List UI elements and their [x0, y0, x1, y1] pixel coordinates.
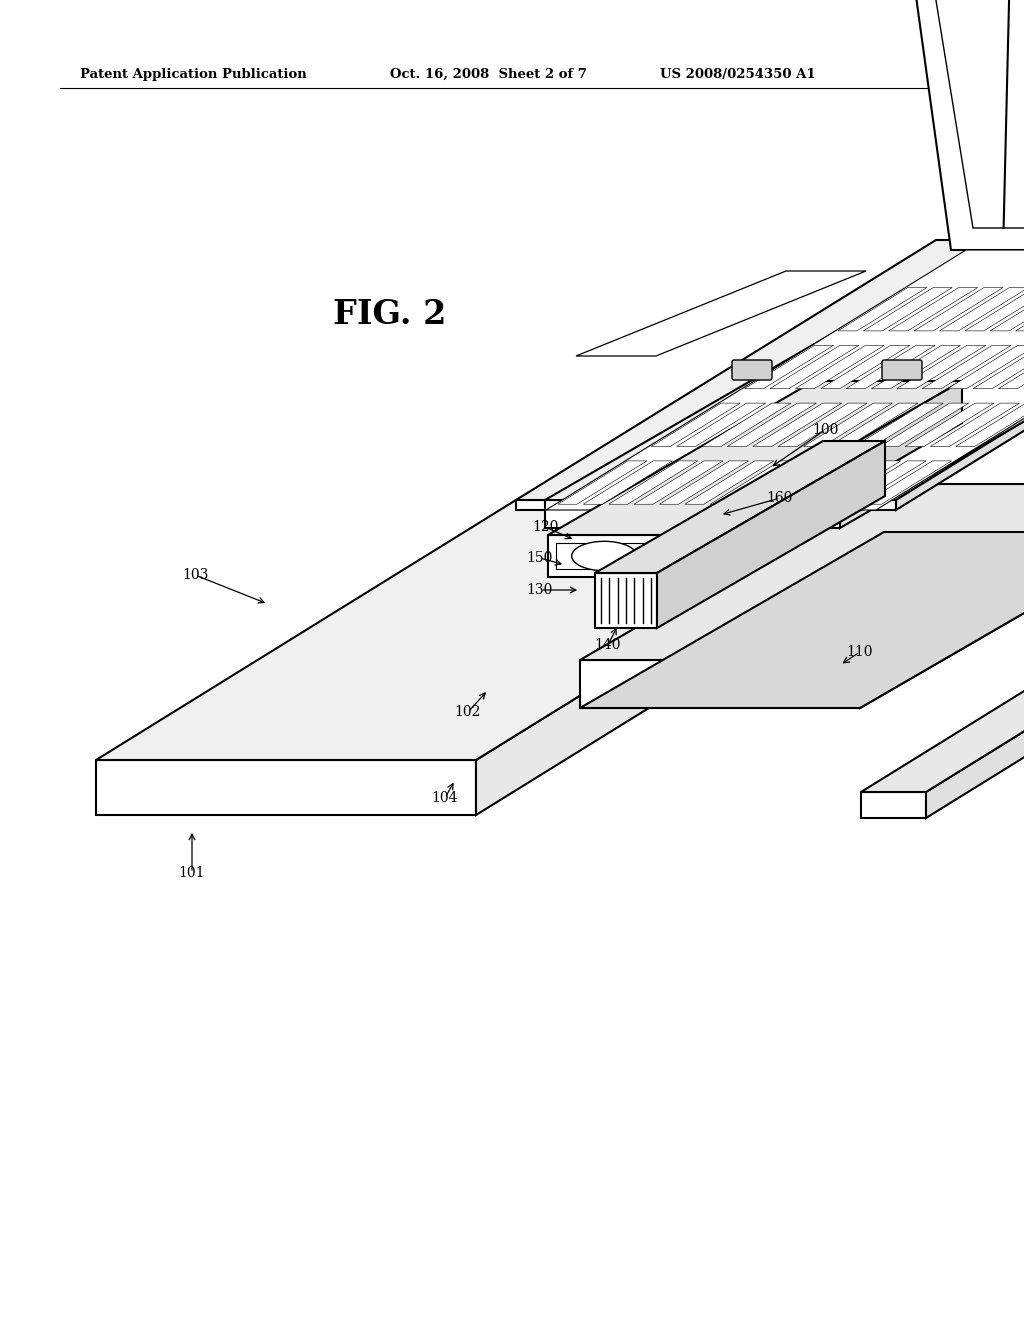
Polygon shape	[516, 500, 896, 510]
Polygon shape	[651, 403, 740, 446]
Polygon shape	[880, 403, 969, 446]
Polygon shape	[96, 760, 476, 814]
Polygon shape	[580, 660, 860, 708]
Polygon shape	[828, 403, 918, 446]
Polygon shape	[965, 288, 1024, 331]
Polygon shape	[896, 240, 1024, 510]
Text: 100: 100	[812, 422, 839, 437]
Polygon shape	[548, 381, 962, 535]
Polygon shape	[516, 240, 1024, 500]
Polygon shape	[761, 461, 850, 504]
Polygon shape	[947, 346, 1024, 388]
Polygon shape	[575, 271, 866, 356]
Polygon shape	[634, 461, 723, 504]
Polygon shape	[854, 403, 943, 446]
Polygon shape	[727, 403, 816, 446]
Polygon shape	[545, 323, 1024, 500]
Polygon shape	[840, 323, 1024, 528]
Polygon shape	[580, 532, 1024, 708]
Polygon shape	[923, 346, 1012, 388]
Polygon shape	[804, 403, 893, 446]
FancyBboxPatch shape	[882, 360, 922, 380]
Polygon shape	[96, 500, 896, 760]
Polygon shape	[871, 346, 961, 388]
Polygon shape	[546, 249, 1024, 510]
Polygon shape	[476, 500, 896, 814]
Polygon shape	[939, 288, 1024, 331]
Polygon shape	[931, 403, 1020, 446]
Polygon shape	[861, 792, 926, 818]
Polygon shape	[846, 346, 935, 388]
Text: US 2008/0254350 A1: US 2008/0254350 A1	[660, 69, 816, 81]
Text: Oct. 16, 2008  Sheet 2 of 7: Oct. 16, 2008 Sheet 2 of 7	[390, 69, 587, 81]
Polygon shape	[711, 461, 799, 504]
Polygon shape	[657, 441, 885, 628]
Ellipse shape	[571, 541, 637, 570]
Text: 130: 130	[526, 583, 553, 597]
Polygon shape	[973, 346, 1024, 388]
Polygon shape	[897, 346, 986, 388]
Polygon shape	[584, 461, 673, 504]
Polygon shape	[778, 403, 867, 446]
Polygon shape	[998, 346, 1024, 388]
Text: 101: 101	[179, 866, 205, 880]
Polygon shape	[786, 461, 876, 504]
Text: 160: 160	[767, 491, 794, 506]
Polygon shape	[905, 403, 994, 446]
Text: FIG. 2: FIG. 2	[334, 298, 446, 331]
Polygon shape	[558, 461, 647, 504]
Text: 140: 140	[595, 638, 622, 652]
FancyBboxPatch shape	[732, 360, 772, 380]
Polygon shape	[580, 484, 1024, 660]
Polygon shape	[770, 346, 859, 388]
Text: 120: 120	[531, 520, 558, 535]
Text: 103: 103	[182, 568, 208, 582]
Polygon shape	[933, 0, 1024, 228]
Polygon shape	[659, 461, 749, 504]
Polygon shape	[796, 346, 885, 388]
Polygon shape	[889, 288, 978, 331]
Polygon shape	[914, 288, 1004, 331]
Polygon shape	[820, 346, 909, 388]
Polygon shape	[696, 381, 962, 577]
Polygon shape	[863, 288, 952, 331]
Polygon shape	[838, 288, 927, 331]
Polygon shape	[860, 484, 1024, 708]
Polygon shape	[735, 461, 824, 504]
Polygon shape	[753, 403, 842, 446]
Text: 104: 104	[432, 791, 459, 805]
Polygon shape	[595, 441, 885, 573]
Polygon shape	[955, 403, 1024, 446]
Polygon shape	[861, 688, 1024, 792]
Polygon shape	[812, 461, 901, 504]
Polygon shape	[545, 500, 840, 528]
Polygon shape	[911, 0, 1024, 249]
Text: 102: 102	[455, 705, 481, 719]
Polygon shape	[1016, 288, 1024, 331]
Text: 150: 150	[526, 550, 553, 565]
Polygon shape	[862, 461, 951, 504]
Polygon shape	[837, 461, 926, 504]
Text: Patent Application Publication: Patent Application Publication	[80, 69, 307, 81]
Polygon shape	[685, 461, 774, 504]
Polygon shape	[677, 403, 766, 446]
Polygon shape	[744, 346, 834, 388]
Polygon shape	[926, 688, 1024, 818]
Polygon shape	[595, 573, 657, 628]
Text: 110: 110	[847, 645, 873, 659]
Polygon shape	[548, 535, 696, 577]
Polygon shape	[702, 403, 791, 446]
Polygon shape	[608, 461, 697, 504]
Polygon shape	[990, 288, 1024, 331]
